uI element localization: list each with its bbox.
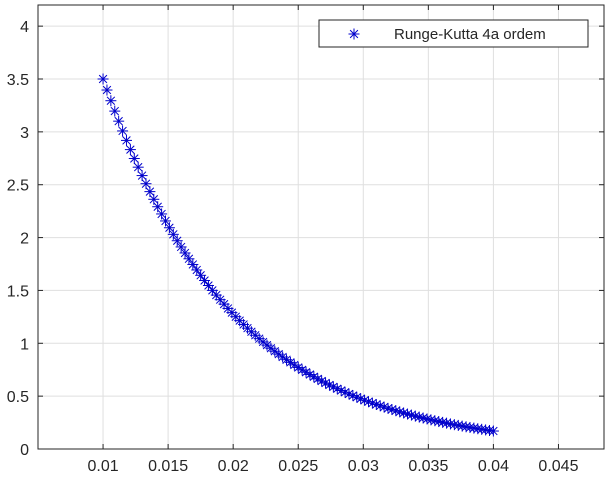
x-tick-label: 0.03 [348, 458, 379, 475]
axis-ticks [38, 5, 604, 450]
data-point [312, 373, 324, 385]
data-point [421, 413, 433, 425]
data-point [448, 419, 460, 431]
x-tick-label: 0.025 [278, 458, 318, 475]
data-point [101, 84, 113, 96]
legend-marker-asterisk-icon [348, 28, 360, 40]
data-point [113, 115, 125, 127]
y-tick-label: 1.5 [7, 283, 29, 300]
x-tick-label: 0.01 [87, 458, 118, 475]
data-point [460, 421, 472, 433]
legend-label: Runge-Kutta 4a ordem [394, 26, 546, 43]
data-point [187, 258, 199, 270]
data-point [105, 95, 117, 107]
x-tick-label: 0.02 [218, 458, 249, 475]
x-tick-label: 0.015 [148, 458, 188, 475]
y-tick-label: 3 [20, 125, 29, 142]
data-point [163, 222, 175, 234]
data-point [179, 247, 191, 259]
y-tick-label: 0.5 [7, 389, 29, 406]
legend-asterisk-marker [348, 28, 360, 40]
x-axis-tick-labels: 0.01 0.015 0.02 0.025 0.03 0.035 0.04 0.045 [87, 458, 578, 475]
y-tick-label: 3.5 [7, 72, 29, 89]
legend: Runge-Kutta 4a ordem [318, 19, 589, 48]
legend-box [318, 19, 589, 48]
y-tick-label: 0 [20, 442, 29, 459]
data-point [136, 170, 148, 182]
y-tick-label: 1 [20, 336, 29, 353]
x-tick-label: 0.04 [478, 458, 509, 475]
data-point [171, 235, 183, 247]
data-point [202, 279, 214, 291]
y-tick-label: 2.5 [7, 178, 29, 195]
data-point [120, 134, 132, 146]
x-tick-label: 0.045 [538, 458, 578, 475]
y-tick-label: 2 [20, 231, 29, 248]
plot-frame [37, 4, 605, 450]
data-point [316, 375, 328, 387]
data-point [167, 228, 179, 240]
y-axis-tick-labels: 0 0.5 1 1.5 2 2.5 3 3.5 4 [7, 19, 29, 459]
data-point [140, 178, 152, 190]
data-point [175, 241, 187, 253]
data-point [144, 186, 156, 198]
data-point [183, 253, 195, 265]
data-series-runge-kutta [97, 73, 499, 437]
data-point [487, 425, 499, 437]
data-point [128, 153, 140, 165]
data-point [394, 406, 406, 418]
data-point [160, 215, 172, 227]
data-point [109, 105, 121, 117]
data-point [261, 339, 273, 351]
y-tick-label: 4 [20, 19, 29, 36]
data-point [132, 161, 144, 173]
data-point [97, 73, 109, 85]
data-point [124, 144, 136, 156]
x-tick-label: 0.035 [408, 458, 448, 475]
data-point [117, 125, 129, 137]
